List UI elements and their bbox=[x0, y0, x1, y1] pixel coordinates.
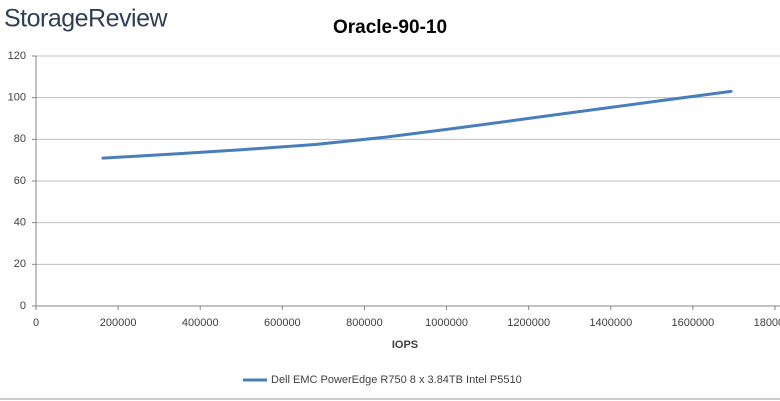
x-tick-label: 400000 bbox=[182, 317, 219, 329]
x-tick-label: 1200000 bbox=[507, 317, 550, 329]
x-axis-title: IOPS bbox=[392, 339, 418, 351]
x-tick-label: 800000 bbox=[346, 317, 383, 329]
y-tick-label: 120 bbox=[8, 50, 26, 62]
x-tick-label: 1600000 bbox=[671, 317, 714, 329]
y-tick-label: 100 bbox=[8, 92, 26, 104]
x-tick-label: 1000000 bbox=[425, 317, 468, 329]
legend-label: Dell EMC PowerEdge R750 8 x 3.84TB Intel… bbox=[271, 374, 522, 386]
x-tick-label: 0 bbox=[33, 317, 39, 329]
y-tick-label: 60 bbox=[14, 175, 26, 187]
x-tick-label: 1800000 bbox=[754, 317, 780, 329]
y-tick-label: 40 bbox=[14, 217, 26, 229]
x-tick-label: 200000 bbox=[100, 317, 137, 329]
series-line bbox=[101, 89, 733, 160]
x-tick-label: 1400000 bbox=[589, 317, 632, 329]
brand-logo: StorageReview bbox=[4, 5, 168, 33]
x-tick-label: 600000 bbox=[264, 317, 301, 329]
y-tick-label: 80 bbox=[14, 133, 26, 145]
y-tick-label: 0 bbox=[20, 300, 26, 312]
chart-title: Oracle-90-10 bbox=[333, 17, 447, 38]
y-tick-label: 20 bbox=[14, 258, 26, 270]
